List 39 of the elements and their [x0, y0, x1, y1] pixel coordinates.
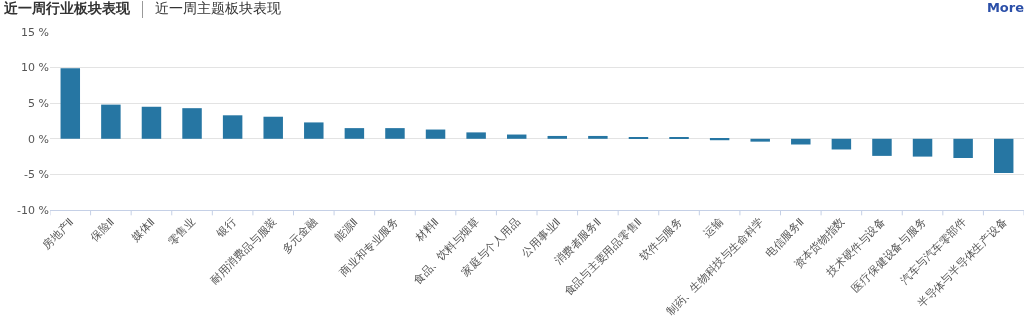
bar — [263, 116, 283, 139]
bar — [222, 115, 243, 139]
x-tick-label: 保险Ⅱ — [88, 215, 117, 245]
bar — [791, 138, 811, 145]
bar — [953, 138, 973, 159]
y-tick-label: 15 % — [21, 25, 49, 39]
y-tick-label: 0 % — [28, 132, 49, 146]
y-tick-label: 5 % — [28, 97, 49, 111]
bar — [547, 135, 568, 139]
x-tick-label: 材料Ⅱ — [412, 215, 442, 245]
text: More — [986, 0, 1024, 15]
bar — [872, 138, 892, 156]
y-tick-label: -5 % — [24, 168, 49, 182]
x-tick-label: 多元金融 — [279, 215, 320, 256]
chart-title: 近一周行业板块表现 — [4, 0, 130, 18]
x-tick-label: 银行 — [213, 215, 239, 241]
bar — [182, 108, 202, 139]
bar — [588, 135, 608, 139]
x-tick-label: 零售业 — [165, 215, 199, 249]
bar — [304, 122, 324, 139]
bar — [506, 134, 527, 139]
bar — [912, 138, 933, 157]
x-tick-label: 媒体Ⅱ — [128, 215, 158, 245]
bar — [385, 128, 405, 139]
bar — [141, 106, 162, 139]
bar — [60, 68, 81, 139]
x-tick-label: 房地产Ⅱ — [39, 215, 77, 252]
y-tick-label: 10 % — [21, 61, 49, 75]
x-tick-label: 能源Ⅱ — [331, 215, 361, 245]
bar — [344, 128, 365, 139]
bar — [993, 138, 1014, 173]
y-tick-label: -10 % — [17, 203, 49, 217]
bar — [101, 104, 121, 139]
x-tick-label: 运输 — [700, 215, 726, 241]
text: 近一周主题板块表现 — [155, 0, 281, 18]
bar — [750, 138, 770, 142]
bar — [466, 132, 486, 139]
bar — [425, 129, 446, 139]
bar — [831, 138, 852, 150]
